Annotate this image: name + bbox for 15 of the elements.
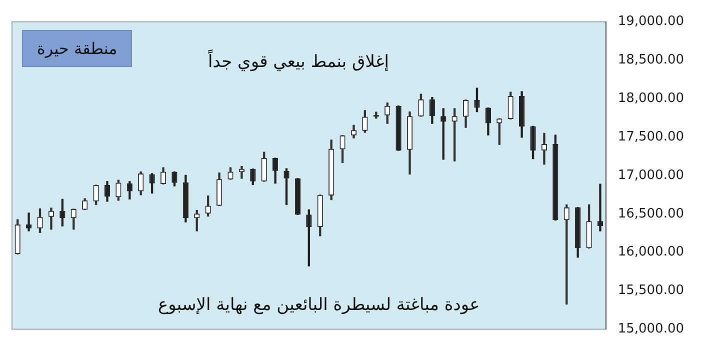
y-tick-label: 15,000.00 (618, 322, 684, 337)
y-tick-label: 17,500.00 (618, 129, 684, 144)
y-tick-label: 18,500.00 (618, 52, 684, 68)
label-box: منطقة حيرة (22, 30, 132, 67)
candlestick (26, 212, 32, 232)
candlestick (597, 184, 604, 232)
annotation: عودة مباغتة لسيطرة البائعين مع نهاية الإسبوع (158, 295, 480, 315)
y-tick-label: 15,500.00 (618, 283, 684, 298)
y-tick-label: 19,000.00 (618, 14, 684, 30)
candlestick (541, 132, 548, 165)
y-tick-label: 16,500.00 (618, 206, 684, 222)
y-tick-label: 17,000.00 (618, 168, 684, 183)
y-tick-label: 18,000.00 (618, 91, 684, 106)
y-tick-label: 16,000.00 (618, 244, 684, 260)
annotation: إغلاق بنمط بيعي قوي جداً (208, 52, 389, 72)
